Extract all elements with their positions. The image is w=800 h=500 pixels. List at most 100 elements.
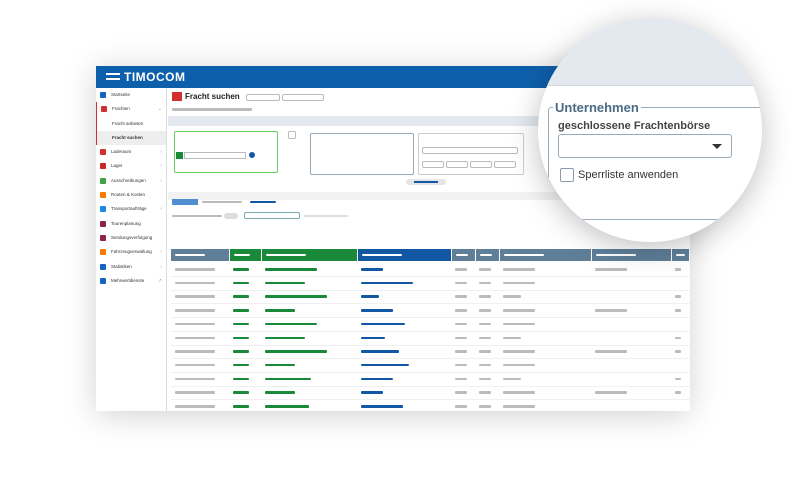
sidebar-item[interactable]: Fracht suchen: [96, 130, 166, 146]
closed-exchange-select[interactable]: [558, 134, 732, 158]
cell-value: [175, 295, 215, 298]
cell-value: [233, 405, 249, 408]
link[interactable]: [250, 201, 276, 203]
cell-value: [503, 309, 535, 312]
cell-value: [503, 350, 535, 353]
table-row[interactable]: [171, 400, 690, 411]
blocklist-checkbox[interactable]: [560, 168, 574, 182]
home-icon: [100, 92, 106, 98]
field-label: geschlossene Frachtenbörse: [558, 120, 711, 132]
table-row[interactable]: [171, 318, 690, 332]
stats-icon: [100, 263, 106, 270]
table-row[interactable]: [171, 263, 690, 277]
toggle-switch[interactable]: [224, 213, 238, 219]
tracking-icon: [100, 234, 106, 241]
cell-value: [361, 377, 393, 381]
radius-icon[interactable]: [249, 152, 255, 158]
cell-value: [595, 309, 627, 312]
checkbox-label: Sperrliste anwenden: [578, 169, 679, 181]
cell-value: [233, 336, 249, 339]
dimension-input[interactable]: [494, 161, 516, 168]
sidebar-item[interactable]: Mehrwertdienste ↗: [96, 274, 166, 288]
table-row[interactable]: [171, 277, 690, 291]
column-header[interactable]: [262, 249, 357, 261]
table-row[interactable]: [171, 304, 690, 319]
cell-value: [233, 391, 249, 394]
cell-value: [675, 309, 681, 312]
cell-value: [265, 377, 311, 381]
sidebar-item-label: Mehrwertdienste: [111, 277, 145, 283]
table-row[interactable]: [171, 373, 690, 387]
sidebar-item-label: Sendungsverfolgung: [111, 234, 153, 240]
cell-value: [455, 336, 467, 339]
view-selector[interactable]: [244, 212, 300, 219]
dimension-input[interactable]: [470, 161, 492, 168]
dimension-input[interactable]: [422, 147, 518, 154]
column-header[interactable]: [592, 249, 671, 261]
column-header[interactable]: [358, 249, 451, 261]
sidebar-item[interactable]: Fahrzeugverwaltung ›: [96, 245, 166, 259]
cell-value: [675, 336, 681, 339]
chevron-icon: ›: [160, 163, 162, 170]
sidebar-item[interactable]: Transportaufträge ›: [96, 202, 166, 216]
external-link-icon: ↗: [157, 277, 162, 284]
table-row[interactable]: [171, 359, 690, 373]
column-header[interactable]: [672, 249, 689, 261]
cell-value: [265, 391, 295, 394]
tour-icon: [100, 220, 106, 227]
sidebar-item[interactable]: Lager ›: [96, 159, 166, 173]
table-row[interactable]: [171, 290, 690, 305]
table-row[interactable]: [171, 332, 690, 346]
cell-value: [455, 295, 467, 298]
sidebar-item[interactable]: Laderaum ›: [96, 145, 166, 159]
search-button[interactable]: [172, 199, 198, 205]
toolbar-button[interactable]: [282, 94, 324, 101]
toolbar-button[interactable]: [246, 94, 280, 101]
dimension-input[interactable]: [446, 161, 468, 168]
column-header[interactable]: [171, 249, 229, 261]
sidebar: Startseite Frachten ⌄ Fracht anbieten Fracht…: [96, 88, 167, 411]
cell-value: [479, 309, 491, 312]
location-button[interactable]: [176, 152, 183, 159]
cell-value: [455, 281, 467, 285]
cell-value: [265, 268, 317, 271]
sidebar-item[interactable]: Fracht anbieten: [96, 116, 166, 131]
sidebar-item-label: Tourenplanung: [111, 220, 141, 226]
table-row[interactable]: [171, 345, 690, 360]
column-header[interactable]: [500, 249, 591, 261]
sidebar-item[interactable]: Sendungsverfolgung: [96, 231, 166, 245]
cell-value: [455, 391, 467, 394]
cell-value: [175, 268, 215, 271]
cell-value: [175, 309, 215, 312]
dimension-input[interactable]: [422, 161, 444, 168]
sidebar-item[interactable]: Tourenplanung: [96, 217, 166, 231]
collapse-toggle[interactable]: [406, 179, 446, 185]
cell-value: [361, 405, 403, 408]
placeholder-text: [304, 215, 348, 217]
cell-value: [479, 322, 491, 326]
timocom-logo[interactable]: TIMOCOM: [106, 70, 186, 84]
checkbox[interactable]: [288, 131, 296, 139]
sidebar-item[interactable]: Startseite: [96, 88, 166, 102]
column-header[interactable]: [452, 249, 475, 261]
cell-value: [455, 268, 467, 271]
cell-value: [479, 268, 491, 271]
sidebar-item[interactable]: Frachten ⌄: [96, 102, 166, 117]
location-input[interactable]: [184, 152, 246, 159]
cell-value: [361, 363, 409, 367]
column-header[interactable]: [476, 249, 499, 261]
sidebar-item[interactable]: Statistiken ›: [96, 260, 166, 274]
chevron-icon: ›: [160, 149, 162, 156]
table-row[interactable]: [171, 386, 690, 401]
sidebar-item-label: Routen & Kosten: [111, 192, 146, 198]
cell-value: [479, 363, 491, 367]
sidebar-item-label: Ausschreibungen: [111, 177, 146, 183]
chevron-icon: ›: [160, 263, 162, 270]
column-header[interactable]: [230, 249, 261, 261]
cell-value: [595, 350, 627, 353]
sidebar-item[interactable]: Routen & Kosten: [96, 188, 166, 202]
sidebar-item-label: Laderaum: [111, 149, 132, 155]
sidebar-item[interactable]: Ausschreibungen ›: [96, 174, 166, 188]
cell-value: [479, 391, 491, 394]
filter-header: [168, 116, 690, 126]
